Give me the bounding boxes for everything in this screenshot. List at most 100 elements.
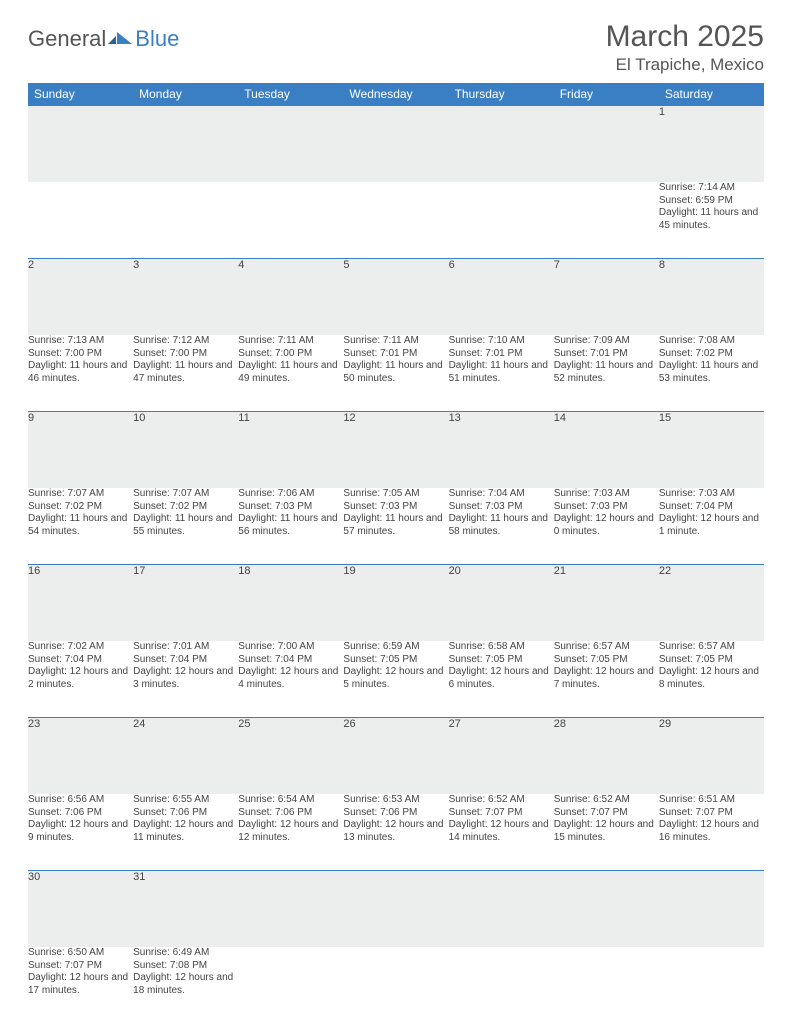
sunset-text: Sunset: 7:00 PM (28, 348, 133, 361)
day-number: 9 (28, 412, 34, 424)
sunrise-text: Sunrise: 6:56 AM (28, 794, 133, 807)
day-content-row: Sunrise: 7:07 AMSunset: 7:02 PMDaylight:… (28, 488, 764, 565)
day-content-cell: Sunrise: 6:55 AMSunset: 7:06 PMDaylight:… (133, 794, 238, 871)
sunset-text: Sunset: 7:08 PM (133, 960, 238, 973)
day-number: 30 (28, 871, 40, 883)
day-number: 19 (343, 565, 355, 577)
daylight-text: Daylight: 11 hours and 52 minutes. (554, 360, 659, 385)
sunset-text: Sunset: 7:05 PM (449, 654, 554, 667)
daylight-text: Daylight: 12 hours and 7 minutes. (554, 666, 659, 691)
day-number: 18 (238, 565, 250, 577)
sunset-text: Sunset: 7:01 PM (449, 348, 554, 361)
day-number: 26 (343, 718, 355, 730)
day-number: 25 (238, 718, 250, 730)
day-number-cell: 29 (659, 718, 764, 795)
day-content-cell: Sunrise: 7:07 AMSunset: 7:02 PMDaylight:… (133, 488, 238, 565)
day-number: 14 (554, 412, 566, 424)
daylight-text: Daylight: 11 hours and 58 minutes. (449, 513, 554, 538)
daylight-text: Daylight: 12 hours and 13 minutes. (343, 819, 448, 844)
day-number-cell (238, 106, 343, 183)
daylight-text: Daylight: 11 hours and 57 minutes. (343, 513, 448, 538)
day-content-cell (449, 182, 554, 259)
day-number: 13 (449, 412, 461, 424)
sunrise-text: Sunrise: 6:52 AM (554, 794, 659, 807)
day-content-row: Sunrise: 7:14 AMSunset: 6:59 PMDaylight:… (28, 182, 764, 259)
sunset-text: Sunset: 7:03 PM (554, 501, 659, 514)
day-number-row: 30 31 (28, 871, 764, 948)
sunrise-text: Sunrise: 6:59 AM (343, 641, 448, 654)
sunrise-text: Sunrise: 6:53 AM (343, 794, 448, 807)
day-number: 3 (133, 259, 139, 271)
day-content-cell: Sunrise: 6:52 AMSunset: 7:07 PMDaylight:… (449, 794, 554, 871)
logo-text-2: Blue (135, 26, 179, 52)
day-number-row: 2345678 (28, 259, 764, 336)
calendar-table: Sunday Monday Tuesday Wednesday Thursday… (28, 83, 764, 1023)
day-number-cell (554, 871, 659, 948)
day-content-cell: Sunrise: 7:03 AMSunset: 7:04 PMDaylight:… (659, 488, 764, 565)
sunset-text: Sunset: 7:03 PM (238, 501, 343, 514)
sunset-text: Sunset: 7:01 PM (554, 348, 659, 361)
sunrise-text: Sunrise: 7:01 AM (133, 641, 238, 654)
sunset-text: Sunset: 7:03 PM (343, 501, 448, 514)
day-content-cell: Sunrise: 7:04 AMSunset: 7:03 PMDaylight:… (449, 488, 554, 565)
day-content-cell (554, 947, 659, 1023)
daylight-text: Daylight: 12 hours and 9 minutes. (28, 819, 133, 844)
day-content-cell (238, 182, 343, 259)
sunset-text: Sunset: 7:07 PM (449, 807, 554, 820)
sunrise-text: Sunrise: 6:54 AM (238, 794, 343, 807)
sunrise-text: Sunrise: 7:06 AM (238, 488, 343, 501)
day-number-cell: 24 (133, 718, 238, 795)
sunset-text: Sunset: 6:59 PM (659, 195, 764, 208)
sunset-text: Sunset: 7:05 PM (343, 654, 448, 667)
day-number-cell (28, 106, 133, 183)
day-number-cell: 8 (659, 259, 764, 336)
day-content-cell: Sunrise: 7:11 AMSunset: 7:01 PMDaylight:… (343, 335, 448, 412)
day-content-cell: Sunrise: 6:52 AMSunset: 7:07 PMDaylight:… (554, 794, 659, 871)
sunset-text: Sunset: 7:07 PM (28, 960, 133, 973)
day-number-row: 1 (28, 106, 764, 183)
day-number: 10 (133, 412, 145, 424)
sunrise-text: Sunrise: 7:09 AM (554, 335, 659, 348)
sunset-text: Sunset: 7:05 PM (554, 654, 659, 667)
sunrise-text: Sunrise: 6:50 AM (28, 947, 133, 960)
day-content-cell: Sunrise: 7:08 AMSunset: 7:02 PMDaylight:… (659, 335, 764, 412)
day-content-row: Sunrise: 6:50 AMSunset: 7:07 PMDaylight:… (28, 947, 764, 1023)
day-content-cell: Sunrise: 7:07 AMSunset: 7:02 PMDaylight:… (28, 488, 133, 565)
day-number: 21 (554, 565, 566, 577)
daylight-text: Daylight: 12 hours and 8 minutes. (659, 666, 764, 691)
sunset-text: Sunset: 7:02 PM (659, 348, 764, 361)
sunrise-text: Sunrise: 7:14 AM (659, 182, 764, 195)
day-number: 11 (238, 412, 249, 424)
day-content-cell: Sunrise: 7:12 AMSunset: 7:00 PMDaylight:… (133, 335, 238, 412)
day-content-row: Sunrise: 7:13 AMSunset: 7:00 PMDaylight:… (28, 335, 764, 412)
day-number-row: 23242526272829 (28, 718, 764, 795)
sunset-text: Sunset: 7:06 PM (28, 807, 133, 820)
sunset-text: Sunset: 7:06 PM (343, 807, 448, 820)
sunset-text: Sunset: 7:05 PM (659, 654, 764, 667)
sunrise-text: Sunrise: 6:51 AM (659, 794, 764, 807)
day-number-cell: 20 (449, 565, 554, 642)
sunrise-text: Sunrise: 7:08 AM (659, 335, 764, 348)
day-content-cell (28, 182, 133, 259)
logo: General Blue (28, 20, 179, 52)
location-label: El Trapiche, Mexico (606, 55, 764, 75)
sunrise-text: Sunrise: 6:57 AM (554, 641, 659, 654)
day-number: 28 (554, 718, 566, 730)
day-number-cell (238, 871, 343, 948)
day-number: 12 (343, 412, 355, 424)
day-number-cell (449, 871, 554, 948)
day-number-cell: 4 (238, 259, 343, 336)
day-number-cell (343, 871, 448, 948)
day-number-cell: 19 (343, 565, 448, 642)
daylight-text: Daylight: 12 hours and 17 minutes. (28, 972, 133, 997)
day-content-row: Sunrise: 6:56 AMSunset: 7:06 PMDaylight:… (28, 794, 764, 871)
day-number: 1 (659, 106, 665, 118)
day-number: 31 (133, 871, 145, 883)
day-number-cell: 23 (28, 718, 133, 795)
sunrise-text: Sunrise: 7:02 AM (28, 641, 133, 654)
day-number-cell (449, 106, 554, 183)
sunrise-text: Sunrise: 7:04 AM (449, 488, 554, 501)
sunset-text: Sunset: 7:02 PM (28, 501, 133, 514)
day-content-cell (659, 947, 764, 1023)
daylight-text: Daylight: 12 hours and 0 minutes. (554, 513, 659, 538)
